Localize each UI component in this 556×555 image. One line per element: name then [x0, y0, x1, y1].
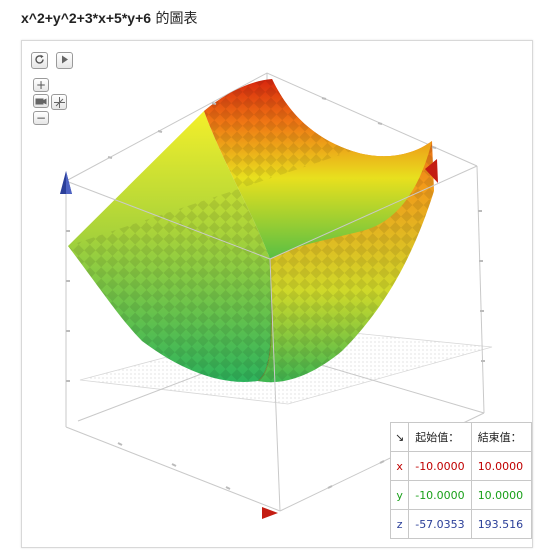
- resize-corner-icon[interactable]: ↘: [389, 422, 410, 452]
- axis-range-table: ↘ 起始值： 結束值： x -10.0000 10.0000 y -10.000…: [389, 422, 532, 539]
- move-axes-button[interactable]: [51, 94, 67, 110]
- reload-icon: [35, 54, 44, 64]
- y-end-field[interactable]: 10.0000: [470, 480, 532, 510]
- surface-plot[interactable]: [22, 41, 533, 548]
- move-axes-icon: [53, 97, 65, 108]
- graph-expression: x^2+y^2+3*x+5*y+6: [21, 10, 152, 26]
- surface-mesh: [68, 79, 434, 383]
- graph-viewport[interactable]: + − ↘ 起始值： 結束值： x -10.0000 10.0000 y -10…: [21, 40, 533, 548]
- play-icon: [62, 55, 68, 64]
- x-range-row: x -10.0000 10.0000: [389, 451, 532, 481]
- z-axis-label: z: [389, 509, 410, 539]
- graph-title-suffix: 的圖表: [151, 11, 198, 27]
- graph-title: x^2+y^2+3*x+5*y+6 的圖表: [21, 8, 197, 28]
- camera-icon: [35, 98, 47, 105]
- z-range-row: z -57.0353 193.516: [389, 509, 532, 539]
- z-axis-arrow-shade: [66, 171, 72, 194]
- zoom-in-button[interactable]: +: [33, 78, 49, 92]
- x-axis-arrow-icon: [262, 507, 278, 519]
- z-end-field[interactable]: 193.516: [470, 509, 532, 539]
- x-end-field[interactable]: 10.0000: [470, 451, 532, 481]
- reset-view-button[interactable]: [31, 52, 48, 69]
- end-value-header: 結束值：: [470, 422, 532, 452]
- y-axis-arrow-icon: [425, 159, 438, 183]
- x-axis-label: x: [389, 451, 410, 481]
- zoom-out-button[interactable]: −: [33, 111, 49, 125]
- x-start-field[interactable]: -10.0000: [408, 451, 472, 481]
- y-range-row: y -10.0000 10.0000: [389, 480, 532, 510]
- play-animation-button[interactable]: [56, 52, 73, 69]
- camera-button[interactable]: [33, 94, 49, 108]
- z-start-field[interactable]: -57.0353: [408, 509, 472, 539]
- range-table-header: ↘ 起始值： 結束值：: [389, 422, 532, 452]
- y-start-field[interactable]: -10.0000: [408, 480, 472, 510]
- start-value-header: 起始值：: [408, 422, 472, 452]
- y-axis-label: y: [389, 480, 410, 510]
